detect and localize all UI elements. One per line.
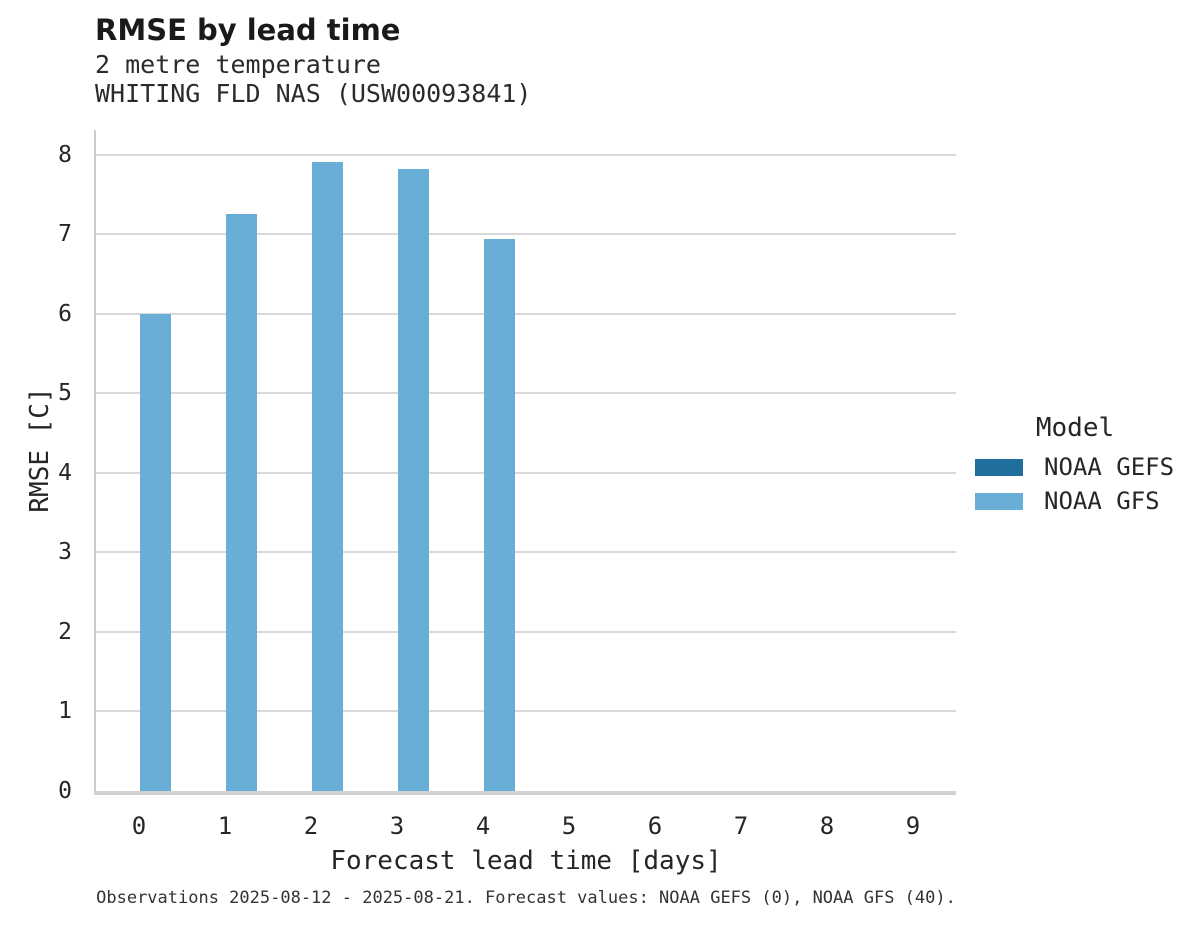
chart-subtitle-variable: 2 metre temperature	[95, 50, 381, 79]
y-axis-label: RMSE [C]	[25, 387, 55, 513]
x-tick-label: 2	[303, 812, 319, 840]
bar-noaa-gfs-day2	[312, 161, 343, 791]
y-tick-label: 8	[58, 141, 72, 168]
x-tick-label: 6	[647, 812, 663, 840]
gridline	[96, 630, 956, 633]
gridline	[96, 710, 956, 713]
y-axis-spine	[94, 130, 96, 795]
footer-caption: Observations 2025-08-12 - 2025-08-21. Fo…	[96, 888, 956, 908]
x-axis-ticks: 0 1 2 3 4 5 6 7 8 9	[96, 812, 956, 842]
chart-title: RMSE by lead time	[95, 13, 401, 47]
bar-noaa-gfs-day0	[140, 313, 171, 791]
x-tick-label: 7	[733, 812, 749, 840]
plot-area	[96, 130, 956, 791]
legend-label-noaa-gfs: NOAA GFS	[1044, 487, 1160, 515]
y-tick-label: 6	[58, 300, 72, 327]
x-tick-label: 3	[389, 812, 405, 840]
legend-swatch-noaa-gefs	[975, 458, 1023, 476]
y-tick-label: 4	[58, 459, 72, 486]
y-tick-label: 5	[58, 380, 72, 407]
y-axis-ticks: 0 1 2 3 4 5 6 7 8	[38, 130, 72, 804]
gridline	[96, 392, 956, 395]
legend-entry-noaa-gefs: NOAA GEFS	[975, 450, 1175, 484]
legend: Model NOAA GEFS NOAA GFS	[975, 413, 1175, 518]
legend-swatch-noaa-gfs	[975, 492, 1023, 510]
gridline	[96, 153, 956, 156]
x-tick-label: 0	[131, 812, 147, 840]
x-tick-label: 8	[819, 812, 835, 840]
y-tick-label: 0	[58, 778, 72, 804]
x-tick-label: 9	[905, 812, 921, 840]
x-axis-label: Forecast lead time [days]	[330, 846, 722, 876]
gridline	[96, 471, 956, 474]
bar-noaa-gfs-day4	[484, 238, 515, 791]
x-axis-spine	[94, 791, 956, 795]
chart-subtitle-station: WHITING FLD NAS (USW00093841)	[95, 79, 532, 108]
x-tick-label: 5	[561, 812, 577, 840]
gridline	[96, 233, 956, 236]
y-tick-label: 2	[58, 618, 72, 645]
x-tick-label: 4	[475, 812, 491, 840]
y-tick-label: 3	[58, 539, 72, 566]
y-tick-label: 7	[58, 221, 72, 248]
legend-label-noaa-gefs: NOAA GEFS	[1044, 453, 1175, 481]
y-tick-label: 1	[58, 698, 72, 725]
legend-entry-noaa-gfs: NOAA GFS	[975, 484, 1175, 518]
gridline	[96, 312, 956, 315]
bar-noaa-gfs-day1	[226, 213, 257, 791]
x-tick-label: 1	[217, 812, 233, 840]
gridline	[96, 551, 956, 554]
bar-noaa-gfs-day3	[398, 168, 429, 791]
legend-title: Model	[1035, 413, 1115, 443]
